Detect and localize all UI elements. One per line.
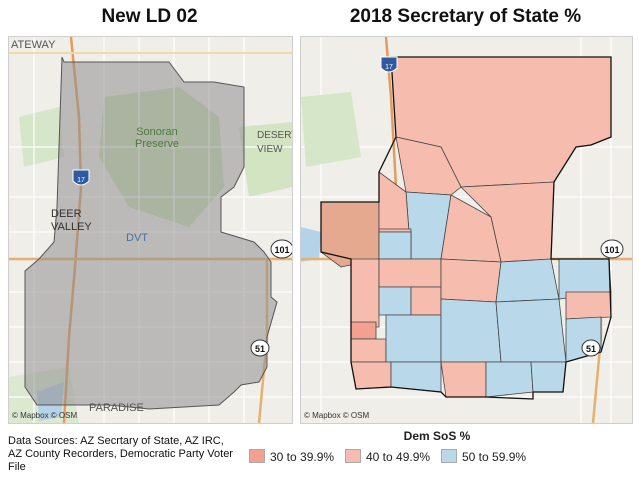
sr-51-shield: 51 <box>581 339 601 357</box>
district-outline <box>320 56 612 400</box>
desert-label: DESERT <box>257 130 292 141</box>
precinct-layer <box>320 56 612 398</box>
district-map-canvas: ATEWAY Sonoran Preserve DESERT VIEW DEER… <box>9 37 292 423</box>
valley-label: VALLEY <box>51 221 92 233</box>
water-body <box>301 227 321 262</box>
legend-label: 30 to 39.9% <box>270 450 335 464</box>
svg-text:101: 101 <box>274 245 289 255</box>
loop-101-shield: 101 <box>270 239 292 259</box>
legend-swatch <box>345 449 361 463</box>
svg-text:17: 17 <box>77 177 85 184</box>
park-area <box>301 92 361 167</box>
legend-swatch <box>441 449 457 463</box>
gateway-label: ATEWAY <box>11 39 56 51</box>
park-area <box>239 122 292 197</box>
precinct[interactable] <box>565 291 612 320</box>
precinct[interactable] <box>350 338 387 363</box>
legend-item-40-49: 40 to 49.9% <box>345 449 430 464</box>
precinct[interactable] <box>378 258 442 288</box>
legend-title: Dem SoS % <box>403 429 471 443</box>
svg-text:51: 51 <box>586 344 596 354</box>
deer-label: DEER <box>51 208 82 220</box>
precinct[interactable] <box>410 286 442 316</box>
precinct[interactable] <box>495 258 560 303</box>
precinct[interactable] <box>378 231 412 260</box>
svg-text:17: 17 <box>385 64 393 71</box>
precinct[interactable] <box>378 286 412 316</box>
precinct[interactable] <box>320 201 380 268</box>
precinct[interactable] <box>440 298 502 363</box>
legend-item-30-39: 30 to 39.9% <box>249 449 334 464</box>
precinct[interactable] <box>350 258 380 328</box>
legend-label: 40 to 49.9% <box>366 450 431 464</box>
interstate-17-shield: 17 <box>72 169 90 186</box>
svg-text:101: 101 <box>604 245 619 255</box>
precinct[interactable] <box>495 298 567 363</box>
precinct[interactable] <box>440 258 502 303</box>
svg-text:51: 51 <box>255 344 265 354</box>
legend-item-50-59: 50 to 59.9% <box>441 449 526 464</box>
sr-51-shield: 51 <box>250 339 270 357</box>
precinct[interactable] <box>395 136 462 196</box>
precinct[interactable] <box>350 361 392 390</box>
precinct-results-map[interactable]: 17 101 51 © Mapbox © OSM <box>300 36 633 424</box>
right-map-title: 2018 Secretary of State % <box>349 6 582 27</box>
preserve-label: Preserve <box>135 138 179 150</box>
map-attribution[interactable]: © Mapbox © OSM <box>12 411 78 420</box>
dvt-label: DVT <box>126 232 148 244</box>
district-map[interactable]: ATEWAY Sonoran Preserve DESERT VIEW DEER… <box>8 36 293 424</box>
district-ld02-polygon[interactable] <box>24 56 278 410</box>
sonoran-label: Sonoran <box>136 126 178 138</box>
map-attribution[interactable]: © Mapbox © OSM <box>304 411 370 420</box>
left-map-title: New LD 02 <box>101 6 198 27</box>
precinct[interactable] <box>440 361 487 398</box>
park-area <box>19 107 64 167</box>
interstate-17-shield: 17 <box>380 56 398 73</box>
precinct[interactable] <box>530 361 567 393</box>
paradise-label: PARADISE <box>89 402 144 414</box>
legend-label: 50 to 59.9% <box>462 450 527 464</box>
loop-101-shield: 101 <box>600 239 624 259</box>
precinct-map-canvas: 17 101 51 <box>301 37 632 423</box>
legend-swatch <box>249 449 265 463</box>
precinct[interactable] <box>350 321 377 340</box>
precinct[interactable] <box>385 314 442 363</box>
view-label: VIEW <box>257 144 283 155</box>
data-sources-note: Data Sources: AZ Secrtary of State, AZ I… <box>8 435 233 473</box>
precinct[interactable] <box>485 361 534 398</box>
